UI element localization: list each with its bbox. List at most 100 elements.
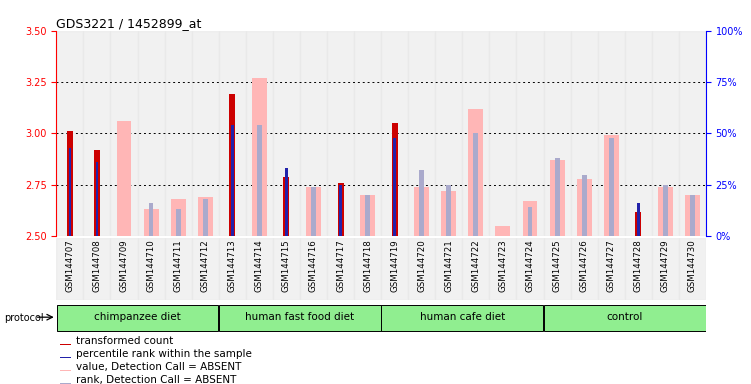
Bar xyxy=(143,209,158,236)
Bar xyxy=(625,31,652,236)
Bar xyxy=(544,238,571,300)
Bar xyxy=(517,238,544,300)
Text: GSM144721: GSM144721 xyxy=(445,239,454,292)
Bar xyxy=(436,238,463,300)
Bar xyxy=(463,238,490,300)
Bar xyxy=(598,31,625,236)
Bar xyxy=(469,109,484,236)
Bar xyxy=(571,238,598,300)
Bar xyxy=(203,199,207,236)
FancyBboxPatch shape xyxy=(56,305,219,331)
Text: percentile rank within the sample: percentile rank within the sample xyxy=(77,349,252,359)
Bar xyxy=(436,31,463,236)
Bar xyxy=(59,357,71,358)
Bar xyxy=(198,197,213,236)
Text: GSM144724: GSM144724 xyxy=(526,239,535,292)
Text: value, Detection Call = ABSENT: value, Detection Call = ABSENT xyxy=(77,362,242,372)
Bar xyxy=(273,238,300,300)
Bar xyxy=(463,31,490,236)
Bar xyxy=(685,195,700,236)
Bar xyxy=(300,238,327,300)
Bar xyxy=(67,131,73,236)
Text: human fast food diet: human fast food diet xyxy=(246,312,354,322)
Text: GSM144709: GSM144709 xyxy=(119,239,128,292)
Text: transformed count: transformed count xyxy=(77,336,173,346)
Bar xyxy=(637,203,640,236)
Text: GSM144710: GSM144710 xyxy=(146,239,155,292)
Bar xyxy=(246,31,273,236)
Bar xyxy=(59,382,71,384)
Bar xyxy=(360,195,375,236)
Text: GDS3221 / 1452899_at: GDS3221 / 1452899_at xyxy=(56,17,202,30)
Bar xyxy=(517,31,544,236)
Bar xyxy=(527,207,532,236)
Bar xyxy=(609,137,614,236)
Bar xyxy=(83,238,110,300)
Bar xyxy=(252,78,267,236)
Text: protocol: protocol xyxy=(4,313,44,323)
FancyBboxPatch shape xyxy=(382,305,543,331)
Text: GSM144716: GSM144716 xyxy=(309,239,318,292)
Bar xyxy=(490,238,517,300)
Bar xyxy=(446,185,451,236)
Text: GSM144720: GSM144720 xyxy=(418,239,427,292)
Text: control: control xyxy=(607,312,643,322)
Bar xyxy=(394,137,396,236)
Text: GSM144713: GSM144713 xyxy=(228,239,237,292)
Bar xyxy=(555,158,559,236)
FancyBboxPatch shape xyxy=(219,305,381,331)
Bar xyxy=(550,160,565,236)
Bar xyxy=(192,31,219,236)
Bar xyxy=(365,195,370,236)
Bar xyxy=(110,31,137,236)
Text: GSM144715: GSM144715 xyxy=(282,239,291,292)
Bar xyxy=(164,238,192,300)
Bar xyxy=(523,201,538,236)
Bar xyxy=(663,185,668,236)
Text: GSM144712: GSM144712 xyxy=(201,239,210,292)
Text: GSM144707: GSM144707 xyxy=(65,239,74,292)
Bar xyxy=(68,148,71,236)
Bar xyxy=(679,31,706,236)
Bar xyxy=(110,238,137,300)
Bar xyxy=(598,238,625,300)
Bar xyxy=(273,31,300,236)
Bar xyxy=(658,187,673,236)
Bar xyxy=(219,238,246,300)
Bar xyxy=(577,179,592,236)
Bar xyxy=(164,31,192,236)
Bar xyxy=(300,31,327,236)
Bar xyxy=(652,31,679,236)
Text: GSM144723: GSM144723 xyxy=(499,239,508,292)
Text: GSM144717: GSM144717 xyxy=(336,239,345,292)
Bar xyxy=(231,125,234,236)
Bar xyxy=(354,238,382,300)
Bar xyxy=(311,187,316,236)
Bar xyxy=(490,31,517,236)
Bar xyxy=(409,238,436,300)
Bar xyxy=(442,191,457,236)
Text: GSM144708: GSM144708 xyxy=(92,239,101,292)
Text: GSM144722: GSM144722 xyxy=(472,239,481,292)
Bar xyxy=(381,31,409,236)
Text: GSM144718: GSM144718 xyxy=(363,239,372,292)
Bar xyxy=(381,238,409,300)
Bar xyxy=(337,183,343,236)
Bar xyxy=(170,199,185,236)
Bar xyxy=(652,238,679,300)
Text: GSM144729: GSM144729 xyxy=(661,239,670,292)
Text: GSM144726: GSM144726 xyxy=(580,239,589,292)
Bar xyxy=(327,31,354,236)
Bar xyxy=(354,31,381,236)
Text: GSM144728: GSM144728 xyxy=(634,239,643,292)
Bar xyxy=(544,31,571,236)
Text: GSM144711: GSM144711 xyxy=(173,239,182,292)
Bar xyxy=(83,31,110,236)
Text: chimpanzee diet: chimpanzee diet xyxy=(94,312,181,322)
Bar xyxy=(625,238,652,300)
Bar xyxy=(176,209,180,236)
Bar xyxy=(137,238,164,300)
Bar xyxy=(635,212,641,236)
Bar xyxy=(116,121,131,236)
Bar xyxy=(137,31,164,236)
